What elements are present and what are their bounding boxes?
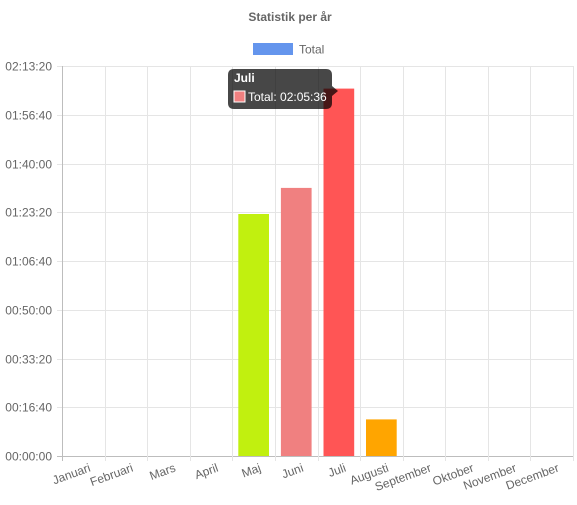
grid: [57, 66, 574, 461]
y-tick-label: 00:00:00: [5, 450, 52, 464]
legend[interactable]: Total: [253, 43, 324, 57]
bar-augusti[interactable]: [366, 419, 397, 456]
y-axis: 00:00:00 00:16:40 00:33:20 00:50:00 01:06:40…: [5, 60, 52, 464]
x-tick-label: Juli: [326, 461, 348, 480]
tooltip-title: Juli: [234, 71, 255, 85]
bar-maj[interactable]: [238, 214, 269, 456]
tooltip-swatch: [233, 90, 246, 103]
tooltip-box: [228, 69, 338, 109]
legend-label[interactable]: Total: [299, 43, 324, 57]
tooltip-label: Total: 02:05:36: [248, 90, 327, 104]
x-tick-label: April: [193, 461, 220, 482]
y-tick-label: 00:33:20: [5, 353, 52, 367]
x-tick-label: Maj: [240, 461, 263, 481]
y-tick-label: 01:56:40: [5, 109, 52, 123]
x-tick-label: Februari: [88, 461, 135, 489]
tooltip: Juli Total: 02:05:36: [228, 69, 338, 109]
y-tick-label: 01:06:40: [5, 255, 52, 269]
x-tick-label: Juni: [280, 461, 305, 482]
y-tick-label: 00:16:40: [5, 401, 52, 415]
bars: [238, 88, 397, 456]
x-tick-label: Januari: [51, 461, 93, 488]
y-tick-label: 00:50:00: [5, 304, 52, 318]
y-tick-label: 01:40:00: [5, 158, 52, 172]
x-tick-label: Mars: [148, 461, 178, 483]
chart-title: Statistik per år: [248, 10, 332, 24]
bar-juni[interactable]: [280, 187, 312, 456]
y-tick-label: 02:13:20: [5, 60, 52, 74]
y-tick-label: 01:23:20: [5, 206, 52, 220]
legend-swatch[interactable]: [253, 43, 293, 55]
bar-juli[interactable]: [323, 88, 355, 456]
